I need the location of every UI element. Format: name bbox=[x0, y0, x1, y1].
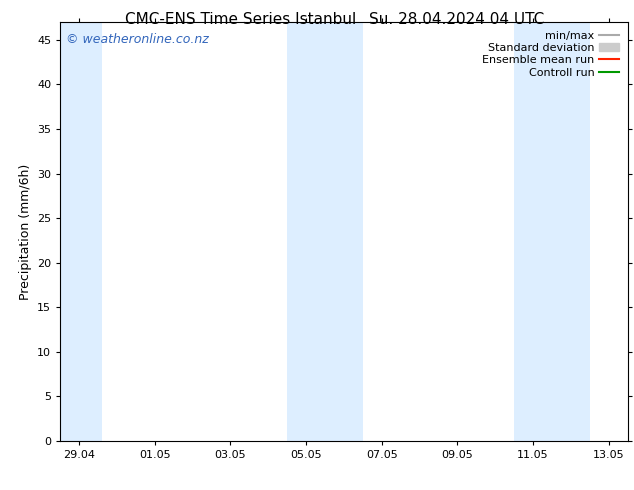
Legend: min/max, Standard deviation, Ensemble mean run, Controll run: min/max, Standard deviation, Ensemble me… bbox=[479, 27, 622, 81]
Bar bbox=[60, 22, 102, 441]
Bar bbox=[514, 22, 552, 441]
Y-axis label: Precipitation (mm/6h): Precipitation (mm/6h) bbox=[18, 163, 32, 300]
Text: © weatheronline.co.nz: © weatheronline.co.nz bbox=[66, 32, 209, 46]
Bar bbox=[325, 22, 363, 441]
Bar bbox=[552, 22, 590, 441]
Text: CMC-ENS Time Series Istanbul: CMC-ENS Time Series Istanbul bbox=[126, 12, 356, 27]
Text: Su. 28.04.2024 04 UTC: Su. 28.04.2024 04 UTC bbox=[369, 12, 544, 27]
Bar bbox=[287, 22, 325, 441]
